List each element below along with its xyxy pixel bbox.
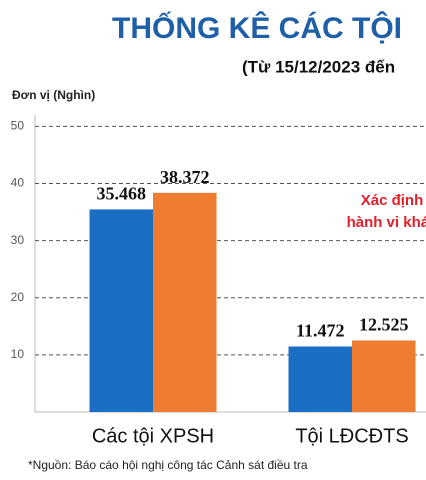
footnote: *Nguồn: Báo cáo hội nghị công tác Cảnh s… xyxy=(28,458,308,472)
value-label: 38.372 xyxy=(160,167,210,187)
y-tick-label: 10 xyxy=(11,347,25,361)
bar xyxy=(352,340,416,412)
y-tick-label: 50 xyxy=(11,119,25,133)
value-label: 35.468 xyxy=(97,184,147,204)
value-label: 11.472 xyxy=(296,321,345,341)
y-axis-label: Đơn vị (Nghìn) xyxy=(12,88,95,102)
y-tick-label: 40 xyxy=(11,176,25,190)
y-tick-label: 20 xyxy=(11,290,25,304)
y-tick-label: 30 xyxy=(11,233,25,247)
value-label: 12.525 xyxy=(359,315,409,335)
annotation: hành vi khác xyxy=(347,214,426,231)
bar xyxy=(288,346,352,412)
x-tick-label: Các tội XPSH xyxy=(92,425,214,447)
bar xyxy=(89,209,153,412)
bar xyxy=(153,192,217,412)
chart-title: THỐNG KÊ CÁC TỘI xyxy=(112,11,402,45)
chart-subtitle: (Từ 15/12/2023 đến xyxy=(242,57,395,76)
annotation: Xác định xyxy=(361,192,424,209)
x-tick-label: Tội LĐCĐTS xyxy=(295,425,408,447)
